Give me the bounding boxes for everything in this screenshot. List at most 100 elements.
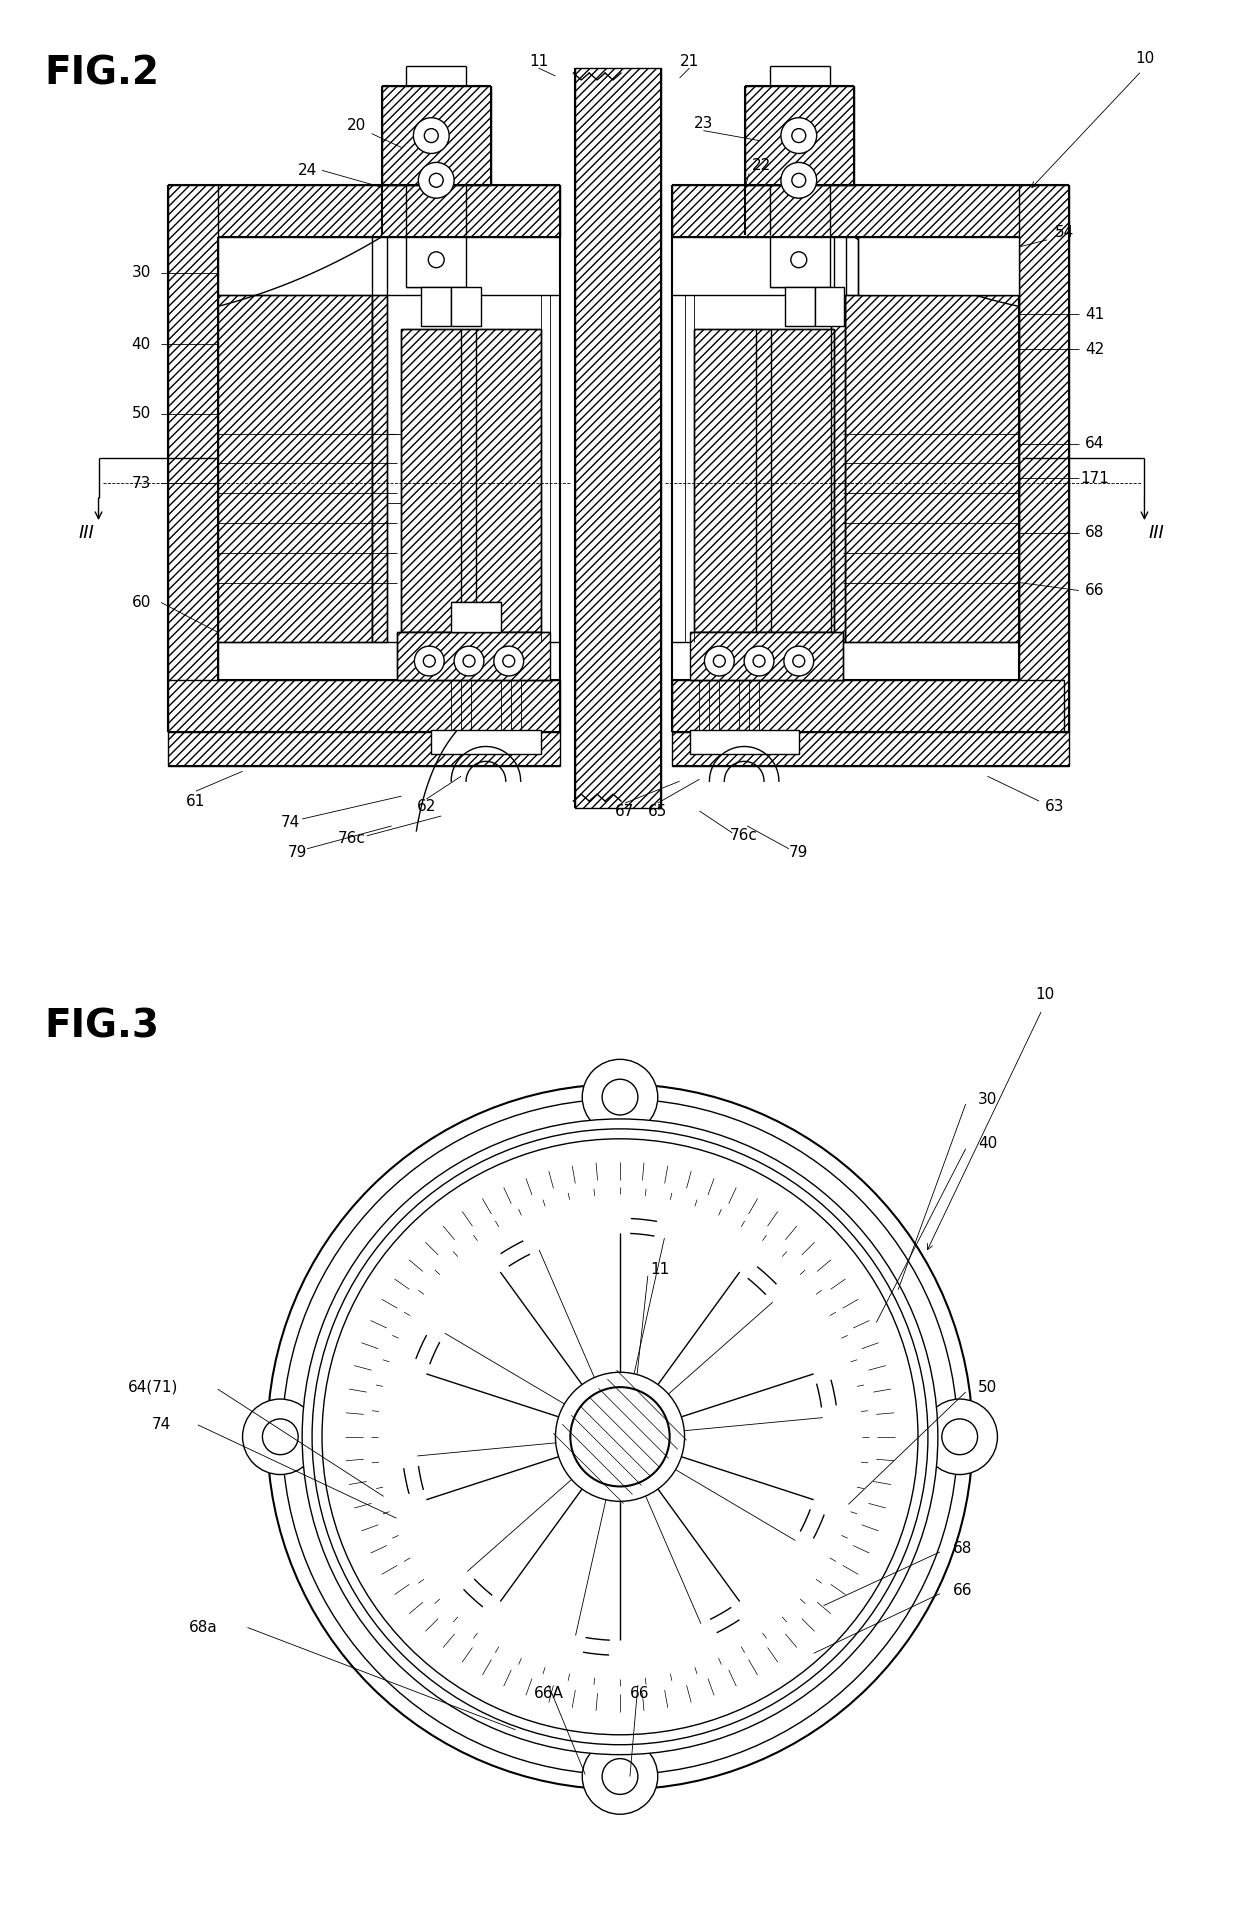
- Text: 76c: 76c: [730, 828, 758, 843]
- Bar: [169, 680, 560, 732]
- Text: 64: 64: [1085, 435, 1105, 450]
- Circle shape: [583, 1059, 657, 1136]
- Text: 24: 24: [298, 164, 316, 177]
- Bar: [815, 287, 844, 327]
- Circle shape: [428, 252, 444, 268]
- Text: 73: 73: [131, 475, 151, 491]
- Text: 40: 40: [978, 1136, 997, 1151]
- Bar: [382, 87, 491, 185]
- Circle shape: [494, 647, 523, 676]
- Bar: [407, 237, 466, 287]
- Circle shape: [343, 1161, 897, 1713]
- Circle shape: [744, 647, 774, 676]
- Circle shape: [781, 117, 817, 154]
- Text: 41: 41: [1085, 306, 1105, 321]
- Bar: [169, 732, 560, 766]
- Text: 40: 40: [131, 337, 151, 352]
- Text: 22: 22: [751, 158, 771, 173]
- Bar: [432, 730, 541, 755]
- Text: III: III: [1148, 524, 1164, 543]
- Circle shape: [784, 647, 813, 676]
- Circle shape: [283, 1099, 957, 1775]
- Bar: [451, 287, 481, 327]
- Bar: [785, 287, 815, 327]
- Circle shape: [413, 117, 449, 154]
- Circle shape: [704, 647, 734, 676]
- Text: 10: 10: [1035, 988, 1055, 1003]
- Text: 66: 66: [1085, 583, 1105, 599]
- Circle shape: [454, 647, 484, 676]
- Circle shape: [429, 173, 443, 187]
- Circle shape: [423, 654, 435, 666]
- Bar: [451, 603, 501, 631]
- Text: 171: 171: [1080, 472, 1110, 485]
- Circle shape: [603, 1759, 637, 1794]
- Text: 23: 23: [693, 116, 713, 131]
- Circle shape: [417, 1234, 823, 1640]
- Bar: [846, 295, 1019, 643]
- Circle shape: [312, 1128, 928, 1744]
- Bar: [770, 237, 830, 287]
- Text: 74: 74: [151, 1417, 171, 1432]
- Circle shape: [942, 1419, 977, 1455]
- Circle shape: [322, 1140, 918, 1734]
- Circle shape: [418, 162, 454, 198]
- Circle shape: [268, 1084, 972, 1790]
- Circle shape: [753, 654, 765, 666]
- Text: 66A: 66A: [533, 1686, 563, 1700]
- Text: 79: 79: [789, 845, 808, 860]
- Circle shape: [713, 654, 725, 666]
- Bar: [169, 185, 560, 237]
- Circle shape: [378, 1195, 862, 1679]
- Bar: [372, 295, 387, 643]
- Circle shape: [792, 173, 806, 187]
- Text: FIG.2: FIG.2: [43, 54, 159, 92]
- Text: 64(71): 64(71): [128, 1380, 179, 1394]
- Text: 20: 20: [347, 117, 366, 133]
- Text: 30: 30: [131, 266, 151, 281]
- Text: 66: 66: [630, 1686, 650, 1700]
- Text: 65: 65: [649, 803, 667, 818]
- Circle shape: [792, 654, 805, 666]
- Text: 62: 62: [417, 799, 436, 814]
- Text: 79: 79: [288, 845, 306, 860]
- Text: 66: 66: [952, 1582, 972, 1598]
- Circle shape: [792, 129, 806, 142]
- Text: 21: 21: [680, 54, 699, 69]
- Text: 68a: 68a: [188, 1621, 217, 1634]
- Circle shape: [570, 1388, 670, 1486]
- Circle shape: [243, 1399, 317, 1475]
- Circle shape: [399, 1217, 841, 1657]
- Circle shape: [781, 162, 817, 198]
- Text: 60: 60: [131, 595, 151, 610]
- Circle shape: [424, 129, 438, 142]
- Bar: [831, 295, 846, 643]
- Bar: [858, 237, 1019, 295]
- Text: 42: 42: [1085, 341, 1105, 356]
- Text: 54: 54: [1055, 225, 1075, 241]
- Bar: [689, 631, 843, 680]
- Circle shape: [414, 647, 444, 676]
- Circle shape: [502, 654, 515, 666]
- Text: 11: 11: [529, 54, 548, 69]
- Bar: [672, 185, 1064, 237]
- Circle shape: [791, 252, 807, 268]
- Bar: [218, 295, 372, 643]
- Text: 68: 68: [1085, 526, 1105, 541]
- Text: 68: 68: [954, 1540, 972, 1555]
- Bar: [575, 67, 661, 808]
- Text: FIG.3: FIG.3: [43, 1007, 159, 1045]
- Circle shape: [263, 1419, 298, 1455]
- Circle shape: [330, 1147, 910, 1727]
- Text: 61: 61: [186, 793, 206, 808]
- Text: III: III: [78, 524, 94, 543]
- Bar: [422, 287, 451, 327]
- Circle shape: [923, 1399, 997, 1475]
- Bar: [672, 732, 1069, 766]
- Circle shape: [463, 654, 475, 666]
- Circle shape: [583, 1738, 657, 1813]
- Text: 50: 50: [978, 1380, 997, 1394]
- Text: 63: 63: [1045, 799, 1065, 814]
- Text: 11: 11: [650, 1263, 670, 1278]
- Bar: [169, 185, 218, 732]
